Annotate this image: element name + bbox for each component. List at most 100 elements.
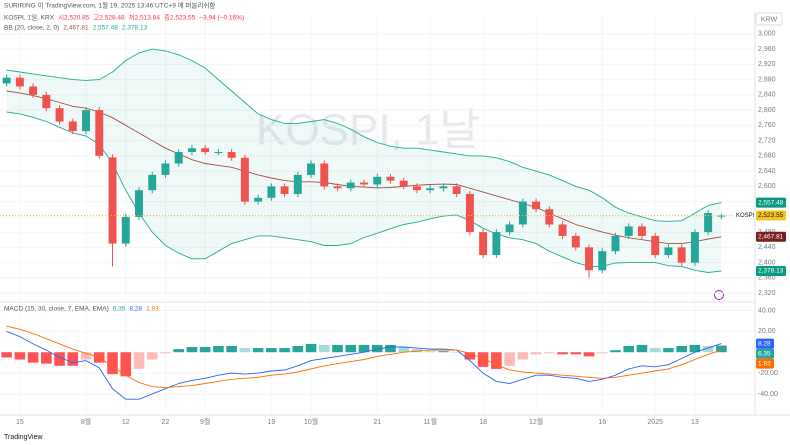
histogram-bar	[80, 352, 92, 360]
macd-value: 1.93	[146, 306, 159, 313]
histogram-bar	[570, 352, 582, 355]
candle-body	[2, 77, 11, 84]
change-label: −3.94 (−0.16%)	[199, 15, 244, 22]
bb-price-tag-bg	[756, 265, 786, 276]
candle-body	[214, 152, 223, 154]
candle-body	[280, 186, 289, 194]
histogram-bar	[54, 352, 65, 366]
y-tick-label: 2,320	[758, 290, 776, 297]
event-icon[interactable]	[714, 290, 724, 300]
x-tick-label: 8월	[81, 417, 91, 426]
candle-body	[373, 176, 382, 185]
x-tick-label: 9월	[200, 417, 210, 426]
candle-body	[42, 94, 51, 109]
histogram-bar	[160, 352, 171, 354]
y-tick-label: 2,600	[758, 183, 776, 190]
histogram-bar	[345, 344, 357, 353]
candle-body	[505, 224, 514, 233]
histogram-bar	[279, 348, 290, 353]
histogram-bar	[491, 352, 502, 369]
symbol-legend: KOSPI, 1일, KRX	[4, 13, 55, 22]
macd-value: 8.28	[129, 306, 142, 313]
candle-body	[585, 247, 593, 271]
y-tick-label: 2,960	[758, 46, 776, 53]
histogram-bar	[438, 351, 449, 353]
bb-line	[6, 48, 722, 222]
y-tick-label: 2,440	[758, 244, 776, 251]
histogram-bar	[716, 345, 727, 353]
bb-price-tag: 2,467.81	[758, 233, 784, 240]
histogram-bar	[358, 344, 370, 353]
bb-price-tag-bg	[756, 231, 786, 242]
candle-body	[492, 232, 501, 256]
candle-body	[439, 186, 448, 189]
candle-body	[360, 182, 368, 185]
x-tick-label: 21	[373, 419, 381, 426]
x-tick-label: 12	[122, 419, 130, 426]
candle-body	[201, 148, 210, 153]
macd-tag: 1.93	[758, 360, 771, 367]
histogram-bar	[477, 352, 489, 367]
candle-body	[15, 77, 24, 87]
candle-body	[690, 232, 699, 263]
candle-body	[307, 163, 316, 175]
macd-value: 6.35	[113, 306, 126, 313]
histogram-bar	[1, 352, 12, 358]
candle-body	[426, 188, 435, 191]
candle-body	[227, 152, 236, 158]
bb-price-tag-bg	[756, 197, 786, 208]
candle-body	[240, 157, 249, 202]
candle-body	[82, 110, 91, 132]
candle-body	[558, 224, 567, 236]
y-tick-label: 2,720	[758, 137, 776, 144]
macd-line	[6, 325, 722, 389]
y-tick-label: 2,400	[758, 259, 776, 266]
histogram-bar	[636, 344, 648, 353]
histogram-bar	[186, 347, 198, 353]
histogram-bar	[689, 344, 701, 353]
candle-body	[108, 157, 117, 244]
candle-body	[479, 232, 488, 256]
y-tick-label: 2,760	[758, 122, 776, 129]
last-price-tag-bg	[756, 210, 786, 221]
candle-body	[611, 235, 620, 252]
x-tick-label: 19	[267, 419, 275, 426]
x-tick-label: 13	[691, 419, 699, 426]
y-tick-label: 2,680	[758, 153, 776, 160]
y-tick-label: -40.00	[758, 391, 778, 398]
x-tick-label: 18	[479, 419, 487, 426]
histogram-bar	[146, 352, 158, 360]
macd-tag: 6.35	[758, 350, 771, 357]
bb-legend: BB (20, close, 2, 0)	[4, 25, 59, 32]
histogram-bar	[530, 352, 542, 355]
histogram-bar	[371, 344, 383, 353]
y-tick-label: -20.00	[758, 370, 778, 377]
bb-price-tag: 2,557.48	[758, 199, 784, 206]
currency-box[interactable]	[755, 12, 783, 26]
histogram-bar	[173, 349, 184, 353]
y-tick-label: 3,000	[758, 31, 776, 38]
histogram-bar	[332, 344, 343, 353]
macd-tag-bg	[756, 348, 774, 359]
histogram-bar	[676, 345, 687, 353]
histogram-bar	[424, 351, 436, 353]
candle-body	[399, 180, 408, 187]
histogram-bar	[663, 348, 674, 353]
histogram-bar	[239, 348, 251, 353]
candle-body	[624, 226, 633, 236]
histogram-bar	[649, 348, 661, 353]
last-price-tag: 2,523.55	[758, 212, 784, 219]
candle-body	[161, 163, 170, 175]
histogram-bar	[504, 352, 515, 366]
bb-price-tag: 2,378.13	[758, 268, 784, 275]
brand: TradingView	[4, 434, 43, 441]
candle-body	[412, 186, 421, 191]
macd-tag-bg	[756, 338, 774, 349]
macd-line	[6, 330, 722, 400]
candle-body	[55, 108, 64, 122]
histogram-bar	[120, 352, 132, 377]
bb-value: 2,378.13	[122, 25, 148, 32]
x-tick-label: 16	[598, 419, 606, 426]
candle-body	[320, 163, 329, 187]
candle-body	[135, 190, 143, 217]
